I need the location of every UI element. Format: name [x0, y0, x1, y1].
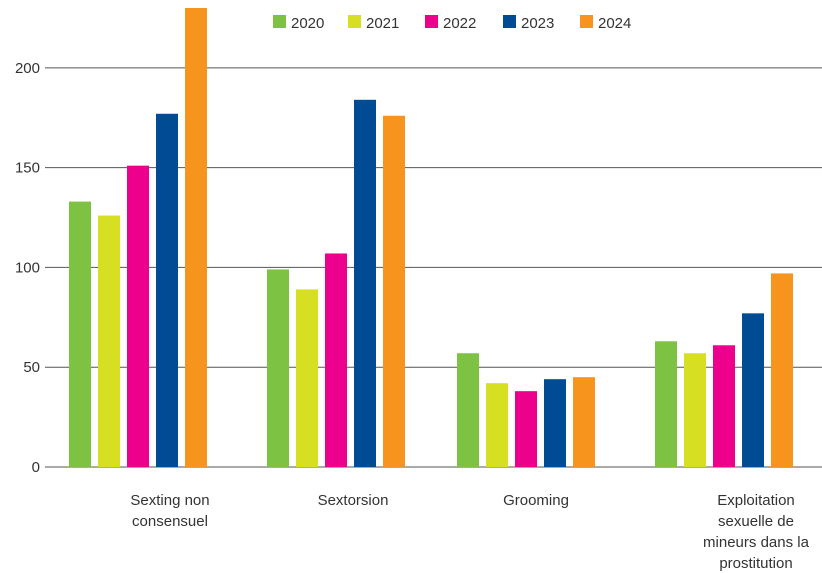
legend-item-2021: 2021: [348, 15, 399, 32]
legend-label: 2021: [366, 15, 399, 32]
category-label-line: Grooming: [503, 492, 569, 509]
bar-2021-category-4: [684, 353, 706, 467]
category-label-2: Sextorsion: [318, 492, 389, 509]
bar-2022-category-4: [713, 345, 735, 467]
y-axis-ticks: 0 50 100 150 200: [15, 60, 40, 476]
category-label-line: sexuelle de: [718, 513, 794, 530]
category-label-1: Sexting non consensuel: [130, 492, 209, 530]
bar-2024-category-3: [573, 377, 595, 467]
category-label-line: Sextorsion: [318, 492, 389, 509]
y-tick-label-150: 150: [15, 160, 40, 177]
bars: [69, 8, 793, 468]
bar-2024-category-2: [383, 115, 405, 467]
bar-2021-category-1: [98, 215, 120, 467]
legend-item-2022: 2022: [425, 15, 476, 32]
legend-label: 2023: [521, 15, 554, 32]
legend-item-2023: 2023: [503, 15, 554, 32]
legend-swatch: [348, 15, 361, 28]
bar-2022-category-3: [515, 391, 537, 467]
category-label-4: Exploitation sexuelle de mineurs dans la pr…: [703, 492, 810, 572]
legend-item-2024: 2024: [580, 15, 631, 32]
category-label-line: Exploitation: [717, 492, 795, 509]
bar-2023-category-2: [354, 99, 376, 468]
bar-2023-category-1: [156, 113, 178, 467]
bar-2022-category-1: [127, 165, 149, 467]
legend-swatch: [273, 15, 286, 28]
legend-swatch: [503, 15, 516, 28]
bar-2020-category-2: [267, 269, 289, 467]
bar-2022-category-2: [325, 253, 347, 467]
bar-2020-category-3: [457, 353, 479, 467]
legend-swatch: [580, 15, 593, 28]
y-tick-label-100: 100: [15, 259, 40, 276]
y-tick-label-50: 50: [23, 359, 40, 376]
legend-label: 2020: [291, 15, 324, 32]
y-tick-label-200: 200: [15, 60, 40, 77]
bar-2020-category-1: [69, 201, 91, 468]
bar-2024-category-4: [771, 273, 793, 467]
bar-2021-category-2: [296, 289, 318, 467]
y-tick-label-0: 0: [32, 459, 40, 476]
category-label-line: consensuel: [132, 513, 208, 530]
legend-label: 2024: [598, 15, 631, 32]
category-label-line: mineurs dans la: [703, 534, 810, 551]
bar-2020-category-4: [655, 341, 677, 467]
bar-2023-category-3: [544, 379, 566, 467]
bar-2021-category-3: [486, 383, 508, 467]
category-label-line: Sexting non: [130, 492, 209, 509]
category-label-3: Grooming: [503, 492, 569, 509]
legend-swatch: [425, 15, 438, 28]
legend-item-2020: 2020: [273, 15, 324, 32]
legend-label: 2022: [443, 15, 476, 32]
bar-2023-category-4: [742, 313, 764, 467]
bar-2024-category-1: [185, 8, 207, 467]
category-labels: Sexting non consensuel Sextorsion Grooming E…: [130, 492, 809, 572]
legend: 2020 2021 2022 2023 2024: [273, 15, 631, 32]
category-label-line: prostitution: [719, 555, 792, 572]
